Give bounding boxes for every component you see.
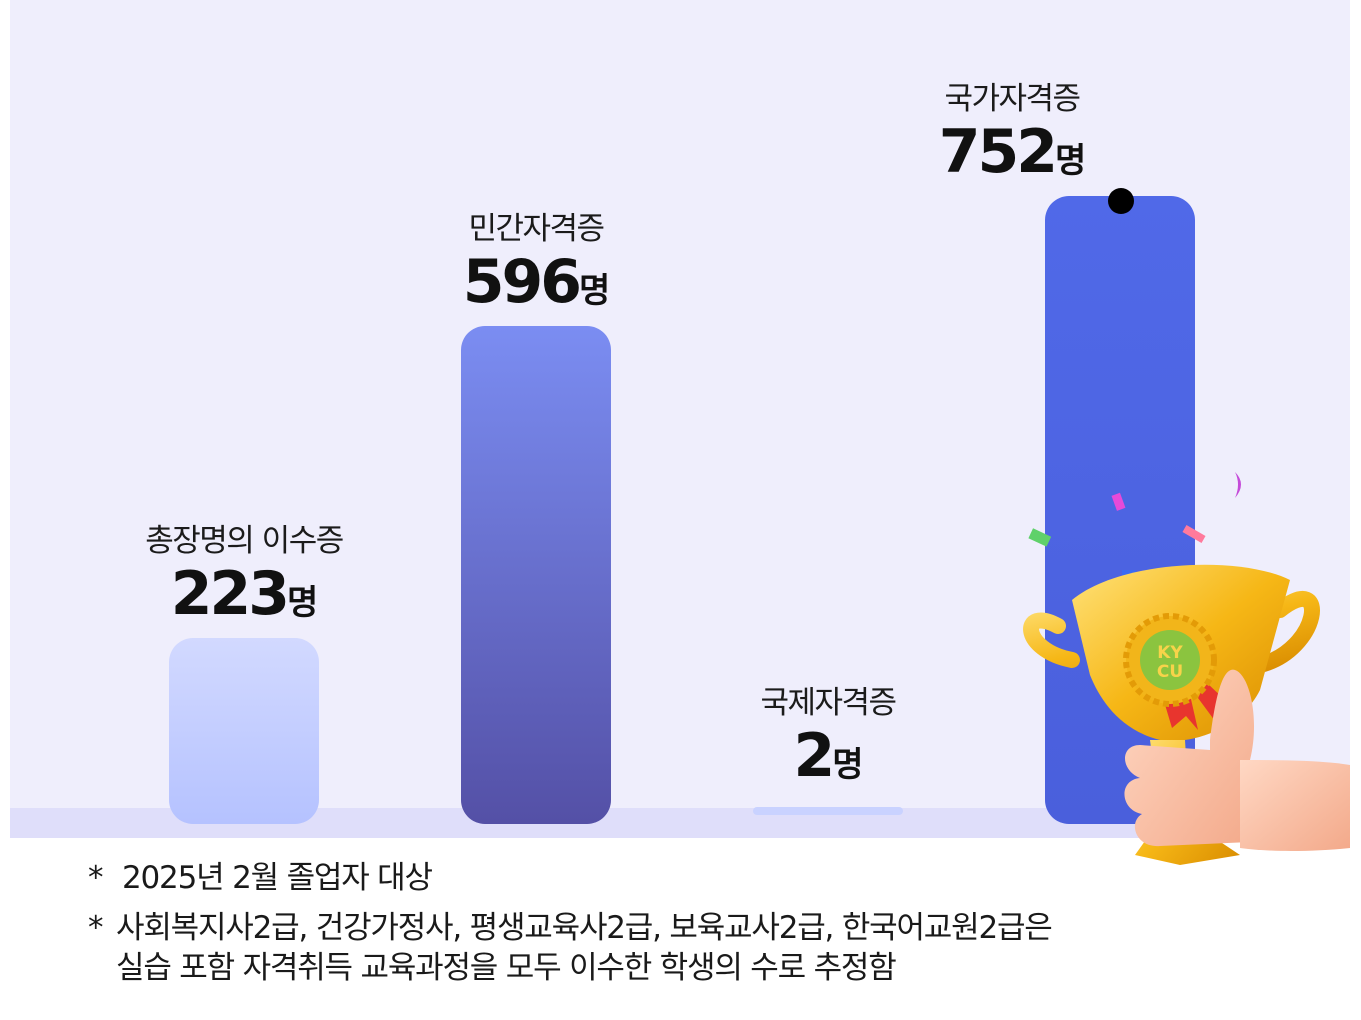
value-unit: 명 xyxy=(1054,141,1086,181)
bar-label-2: 민간자격증 596명 xyxy=(386,203,686,312)
badge-icon: KY CU xyxy=(1123,613,1246,744)
footnote-estimation: * 사회복지사2급, 건강가정사, 평생교육사2급, 보육교사2급, 한국어교원… xyxy=(88,908,1308,988)
bar-label-4: 국가자격증 752명 xyxy=(862,73,1162,182)
value-unit: 명 xyxy=(578,271,610,311)
value-unit: 명 xyxy=(832,745,863,785)
bar-chart: 총장명의 이수증 223명 민간자격증 596명 국제자격증 2명 국가자격증 752명 xyxy=(94,73,1195,824)
badge-text-top: KY xyxy=(1157,643,1183,663)
hand-icon xyxy=(1124,669,1350,851)
footnote-asterisk: * xyxy=(88,860,104,896)
footnote-graduates: * 2025년 2월 졸업자 대상 xyxy=(88,858,1308,898)
value-number: 223 xyxy=(170,559,290,629)
bar-1 xyxy=(169,638,319,824)
badge-text-bottom: CU xyxy=(1157,662,1183,682)
footnote-text: 사회복지사2급, 건강가정사, 평생교육사2급, 보육교사2급, 한국어교원2급… xyxy=(116,910,1053,986)
value-label: 223명 xyxy=(94,564,394,624)
value-number: 596 xyxy=(462,247,582,317)
category-label: 국제자격증 xyxy=(760,685,897,721)
confetti xyxy=(1028,472,1241,580)
bar-label-1: 총장명의 이수증 223명 xyxy=(94,515,394,624)
bar-3 xyxy=(753,807,903,815)
trophy-in-hand-illustration: KY CU xyxy=(1023,472,1350,865)
category-label: 총장명의 이수증 xyxy=(145,523,344,559)
value-label: 2명 xyxy=(678,726,978,786)
category-label: 국가자격증 xyxy=(944,81,1081,117)
value-number: 2 xyxy=(793,721,835,791)
black-dot-marker xyxy=(1108,188,1134,214)
bar-label-3: 국제자격증 2명 xyxy=(678,677,978,786)
value-label: 596명 xyxy=(386,252,686,312)
value-unit: 명 xyxy=(286,583,318,623)
bar-2 xyxy=(461,326,611,824)
category-label: 민간자격증 xyxy=(468,211,605,247)
footnote-text: 2025년 2월 졸업자 대상 xyxy=(122,860,433,896)
value-label: 752명 xyxy=(862,122,1162,182)
value-number: 752 xyxy=(938,117,1058,187)
footnote-asterisk: * xyxy=(88,910,104,946)
footnotes: * 2025년 2월 졸업자 대상 * 사회복지사2급, 건강가정사, 평생교육… xyxy=(88,858,1308,988)
